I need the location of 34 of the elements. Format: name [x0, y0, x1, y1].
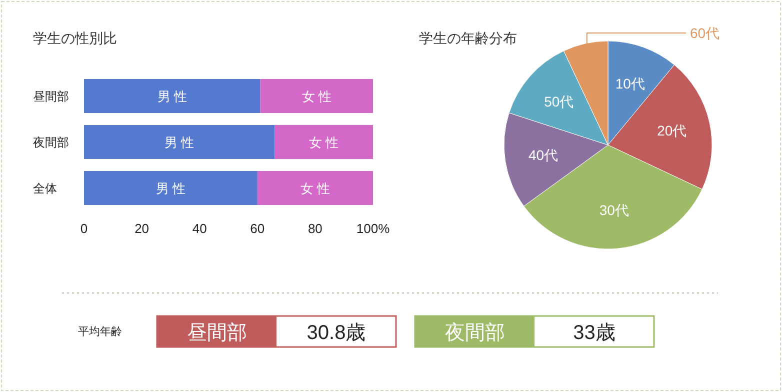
x-tick-label: 20 [134, 221, 150, 236]
y-tick-label: 昼間部 [33, 90, 69, 104]
text: 平均年齢 [78, 326, 122, 338]
chart-title: 学生の性別比 [33, 30, 117, 46]
slice-label: 40代 [528, 147, 558, 164]
text: 男 性 [156, 181, 186, 196]
x-tick-label: 0 [80, 221, 88, 236]
x-tick-label: 100% [356, 221, 390, 236]
bar [84, 170, 258, 206]
bar [257, 170, 373, 206]
bar [84, 124, 275, 160]
series-label: 男 性 [157, 89, 187, 104]
slice-label: 30代 [599, 202, 629, 218]
slice-label: 50代 [544, 94, 574, 110]
slice-label: 10代 [615, 75, 645, 92]
slice-label: 20代 [657, 122, 687, 139]
slice-label: 60代 [690, 25, 720, 41]
y-tick-label: 夜間部 [33, 136, 69, 150]
x-tick-label: 60 [250, 221, 265, 236]
text: 33歳 [573, 322, 616, 344]
x-tick-label: 80 [308, 221, 322, 236]
text: 女 性 [300, 181, 330, 196]
bar [274, 124, 373, 160]
y-tick-label: 全体 [33, 182, 57, 196]
text: 女 性 [309, 135, 339, 150]
bar [84, 78, 260, 114]
text: 男 性 [164, 135, 194, 150]
x-tick-label: 40 [192, 221, 207, 236]
series-label: 女 性 [302, 89, 332, 104]
chart-title: 学生の年齢分布 [419, 30, 517, 46]
bar [260, 78, 373, 114]
text: 30.8歳 [306, 322, 366, 344]
category-label: 夜間部 [444, 322, 505, 344]
category-label: 昼間部 [186, 322, 247, 344]
